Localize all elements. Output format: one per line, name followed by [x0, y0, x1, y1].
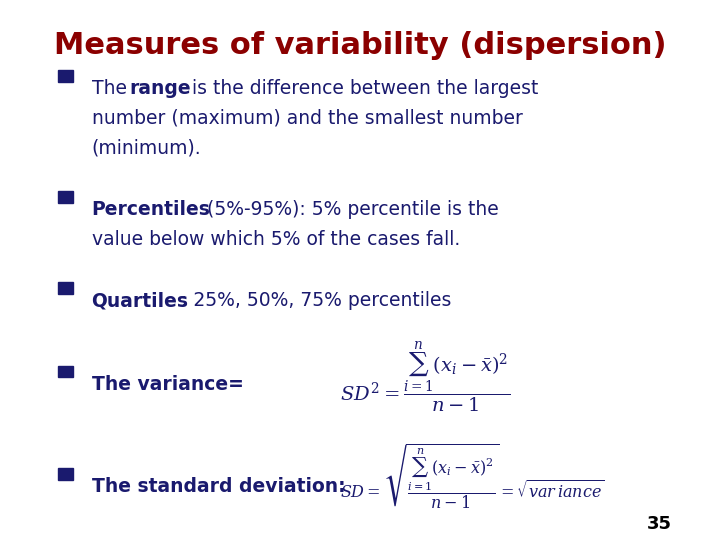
Text: range: range	[130, 79, 191, 98]
Text: Percentiles: Percentiles	[91, 200, 210, 219]
Text: The variance=: The variance=	[91, 375, 243, 394]
Bar	[58, 468, 73, 480]
Text: $SD = \sqrt{\dfrac{\sum_{i=1}^{n}(x_i - \bar{x})^2}{n-1}} = \sqrt{var\,iance}$: $SD = \sqrt{\dfrac{\sum_{i=1}^{n}(x_i - …	[340, 442, 605, 511]
Bar	[58, 282, 73, 294]
Text: Measures of variability (dispersion): Measures of variability (dispersion)	[54, 31, 666, 60]
Text: (5%-95%): 5% percentile is the: (5%-95%): 5% percentile is the	[201, 200, 499, 219]
Text: The: The	[91, 79, 132, 98]
Text: value below which 5% of the cases fall.: value below which 5% of the cases fall.	[91, 230, 460, 249]
Text: 35: 35	[647, 515, 672, 533]
Text: (minimum).: (minimum).	[91, 138, 201, 157]
Text: : 25%, 50%, 75% percentiles: : 25%, 50%, 75% percentiles	[181, 292, 451, 310]
Text: is the difference between the largest: is the difference between the largest	[186, 79, 539, 98]
Bar	[58, 366, 73, 377]
Text: Quartiles: Quartiles	[91, 292, 189, 310]
Text: The standard deviation:: The standard deviation:	[91, 477, 345, 496]
Text: $SD^2 = \dfrac{\sum_{i=1}^{n}(x_i - \bar{x})^2}{n-1}$: $SD^2 = \dfrac{\sum_{i=1}^{n}(x_i - \bar…	[340, 340, 510, 415]
Text: number (maximum) and the smallest number: number (maximum) and the smallest number	[91, 109, 523, 128]
Bar	[58, 70, 73, 82]
Bar	[58, 191, 73, 203]
